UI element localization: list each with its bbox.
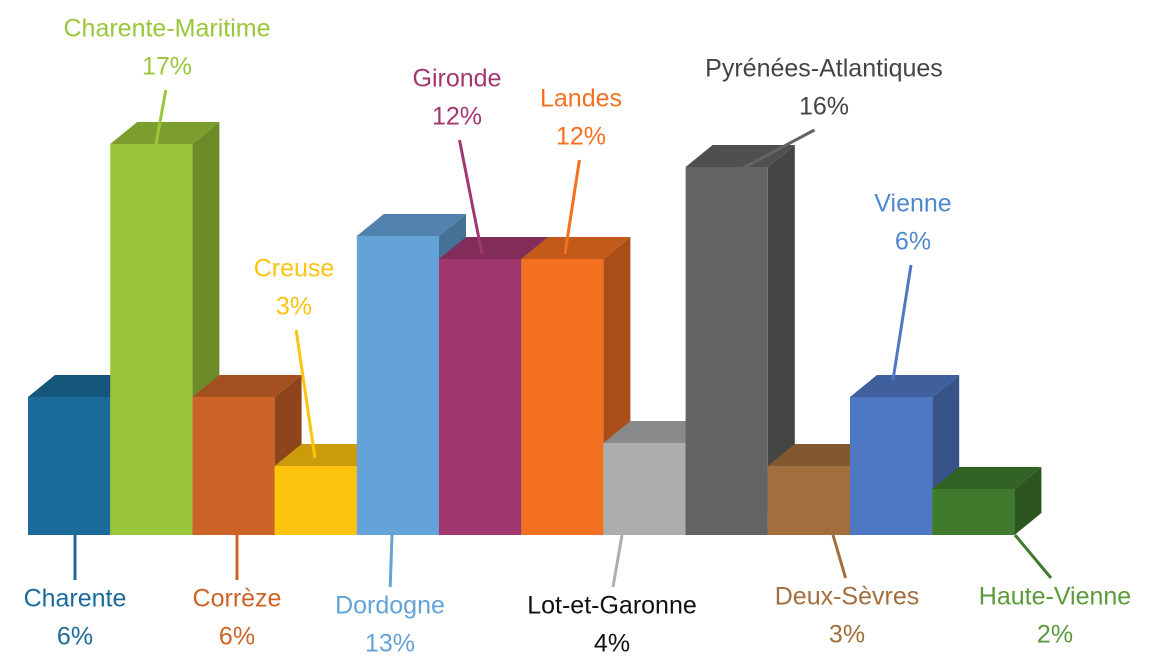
value-label: 12%	[432, 103, 482, 131]
bar	[110, 144, 193, 535]
leader-line	[458, 139, 484, 255]
bar-top	[521, 237, 631, 259]
category-label: Landes	[540, 85, 622, 113]
category-label: Pyrénées-Atlantiques	[705, 55, 943, 83]
bar-top	[685, 145, 795, 167]
bar	[274, 466, 357, 535]
category-label: Creuse	[254, 255, 335, 283]
bar-top	[603, 421, 713, 443]
value-label: 17%	[142, 53, 192, 81]
value-label: 3%	[276, 293, 312, 321]
value-label: 6%	[219, 623, 255, 651]
value-label: 3%	[829, 621, 865, 649]
bar-top	[850, 375, 960, 397]
bar	[356, 236, 439, 535]
bar	[28, 397, 111, 535]
bar-top	[439, 237, 549, 259]
bar-top	[110, 122, 220, 144]
value-label: 6%	[895, 228, 931, 256]
bar-top	[356, 214, 466, 236]
value-label: 4%	[594, 630, 630, 658]
bar-side	[767, 145, 795, 535]
category-label: Lot-et-Garonne	[527, 592, 697, 620]
bar	[603, 443, 686, 535]
category-label: Gironde	[413, 65, 502, 93]
category-label: Vienne	[874, 190, 951, 218]
category-label: Charente-Maritime	[63, 15, 270, 43]
bar	[521, 259, 604, 535]
bar	[192, 397, 275, 535]
leader-line	[611, 534, 624, 588]
bar	[932, 489, 1015, 535]
leader-line	[891, 264, 913, 381]
category-label: Dordogne	[335, 592, 445, 620]
bar	[685, 167, 768, 535]
bar	[850, 397, 933, 535]
value-label: 13%	[365, 630, 415, 658]
category-label: Corrèze	[193, 585, 282, 613]
leader-line	[727, 128, 816, 178]
value-label: 2%	[1037, 621, 1073, 649]
value-label: 16%	[799, 93, 849, 121]
value-label: 12%	[556, 123, 606, 151]
bar-top	[192, 375, 302, 397]
leader-line	[831, 534, 848, 579]
category-label: Deux-Sèvres	[775, 583, 920, 611]
bar	[439, 259, 522, 535]
bar-side	[1014, 467, 1042, 535]
leader-line	[294, 329, 317, 459]
leader-line	[153, 89, 168, 151]
bar-top	[932, 467, 1042, 489]
value-label: 6%	[57, 623, 93, 651]
category-label: Haute-Vienne	[979, 583, 1131, 611]
category-label: Charente	[24, 585, 127, 613]
leader-line	[388, 534, 394, 588]
leader-line	[563, 159, 581, 255]
bar-top	[767, 444, 877, 466]
bar-top	[274, 444, 384, 466]
leader-line	[1013, 534, 1053, 579]
bar	[767, 466, 850, 535]
bar-top	[28, 375, 138, 397]
